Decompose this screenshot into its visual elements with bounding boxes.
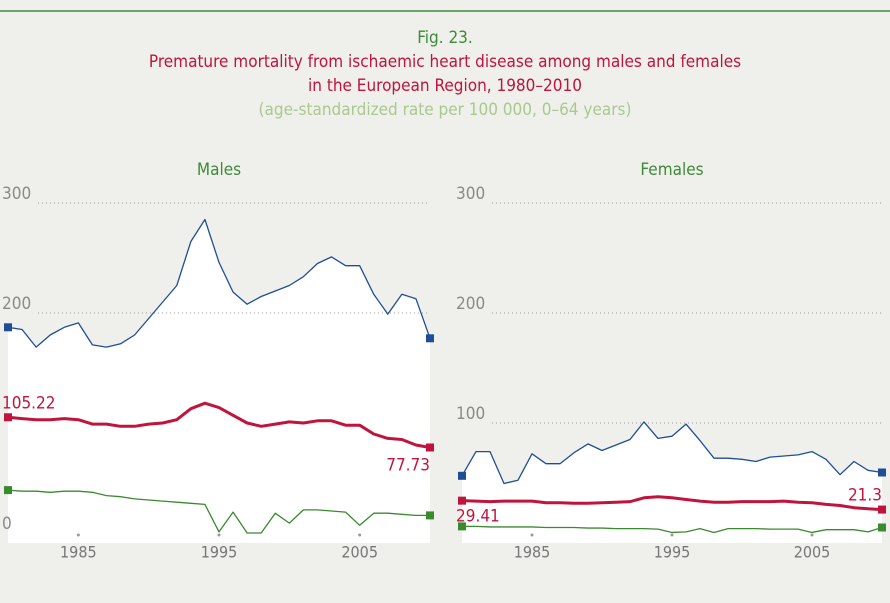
line-series: [7, 489, 430, 534]
x-tick: [670, 533, 674, 537]
end-marker: [878, 523, 886, 532]
value-label: 105.22: [2, 393, 56, 413]
line-series: [461, 421, 883, 485]
x-tick-label: 1995: [201, 543, 238, 562]
line-series: [462, 525, 883, 534]
y-tick-label: 200: [456, 294, 485, 314]
x-tick-label: 1995: [654, 543, 691, 562]
x-tick: [217, 533, 221, 537]
chart-title: Premature mortality from ischaemic heart…: [149, 52, 741, 72]
panel-title: Females: [640, 160, 703, 180]
value-label: 21.3: [848, 486, 882, 506]
end-marker: [4, 413, 12, 422]
x-tick: [358, 533, 362, 537]
end-marker: [878, 468, 886, 477]
x-tick-label: 1985: [514, 543, 551, 562]
end-marker: [458, 522, 466, 531]
y-tick-label: 300: [2, 184, 31, 204]
end-marker: [426, 511, 434, 520]
y-tick-label: 200: [2, 294, 31, 314]
y-tick-label: 0: [2, 514, 12, 534]
area-fill: [8, 219, 430, 543]
value-label: 77.73: [386, 455, 430, 475]
x-tick-label: 1985: [60, 543, 97, 562]
x-tick-label: 2005: [341, 543, 378, 562]
end-marker: [426, 443, 434, 452]
y-tick-label: 100: [456, 404, 485, 424]
value-label: 29.41: [456, 507, 500, 527]
y-tick-label: 300: [456, 184, 485, 204]
end-marker: [4, 486, 12, 495]
end-marker: [458, 496, 466, 505]
chart-subtitle: (age-standardized rate per 100 000, 0–64…: [259, 100, 632, 120]
end-marker: [4, 323, 12, 332]
chart-title: in the European Region, 1980–2010: [308, 76, 582, 96]
x-tick: [76, 533, 80, 537]
figure-number: Fig. 23.: [417, 28, 473, 48]
end-marker: [458, 471, 466, 480]
line-series: [461, 495, 883, 512]
x-tick: [530, 533, 534, 537]
line-series: [7, 218, 431, 348]
line-series: [7, 401, 431, 449]
panel-title: Males: [197, 160, 241, 180]
area-fill: [462, 421, 882, 543]
x-tick-label: 2005: [794, 543, 831, 562]
end-marker: [878, 505, 886, 514]
x-tick: [810, 533, 814, 537]
end-marker: [426, 334, 434, 343]
